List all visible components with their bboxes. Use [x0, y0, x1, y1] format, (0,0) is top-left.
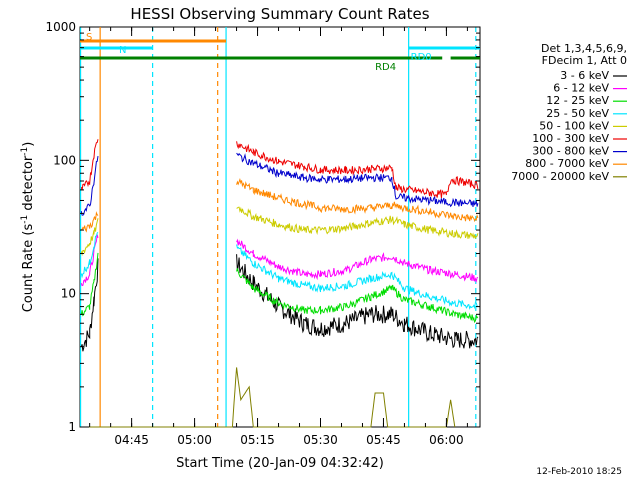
- state-bar-label: S: [86, 32, 92, 43]
- chart-title: HESSI Observing Summary Count Rates: [130, 5, 429, 23]
- y-axis-label-part: -1: [20, 147, 30, 156]
- y-axis-label-part: detector: [21, 155, 36, 215]
- footer-date: 12-Feb-2010 18:25: [536, 467, 622, 477]
- legend-label: 6 - 12 keV: [553, 82, 609, 95]
- legend-label: 12 - 25 keV: [546, 94, 609, 107]
- y-tick-label: 1: [68, 420, 76, 434]
- series-line: [81, 367, 456, 428]
- series-line: [80, 156, 99, 216]
- series-line: [236, 238, 479, 283]
- legend-label: 100 - 300 keV: [532, 132, 609, 145]
- legend: Det 1,3,4,5,6,9,FDecim 1, Att 0 3 - 6 keV…: [511, 42, 627, 183]
- y-axis-label-part: ): [21, 142, 36, 147]
- state-bar-label: N: [119, 45, 126, 56]
- plot-area: S N RD0 RD4: [79, 26, 481, 428]
- y-axis: 1 10 100 1000: [45, 20, 480, 434]
- series-line: [80, 232, 99, 279]
- series-line: [80, 139, 99, 191]
- series-line: [236, 141, 479, 199]
- x-tick-label: 05:45: [366, 433, 401, 447]
- state-bar-label: RD0: [411, 52, 432, 63]
- x-tick-label: 05:15: [240, 433, 275, 447]
- legend-label: 25 - 50 keV: [546, 107, 609, 120]
- legend-label: 3 - 6 keV: [560, 69, 609, 82]
- series-line: [236, 254, 479, 349]
- y-axis-label: Count Rate (s-1 detector-1): [20, 142, 36, 313]
- series-line: [236, 177, 479, 223]
- series-line: [80, 252, 99, 317]
- state-bar-label: RD4: [375, 62, 396, 73]
- x-axis: 04:45 05:00 05:15 05:30 05:45 06:00: [89, 27, 468, 447]
- series-line: [81, 211, 99, 233]
- x-axis-label: Start Time (20-Jan-09 04:32:42): [176, 456, 384, 471]
- x-tick-label: 06:00: [429, 433, 464, 447]
- x-tick-label: 05:30: [303, 433, 338, 447]
- legend-label: 300 - 800 keV: [532, 145, 609, 158]
- y-axis-label-part: -1: [20, 215, 30, 224]
- legend-label: 800 - 7000 keV: [525, 157, 609, 170]
- series-line: [236, 152, 479, 208]
- legend-header: Det 1,3,4,5,6,9,: [541, 42, 627, 55]
- y-axis-label-part: Count Rate (s: [21, 224, 36, 313]
- legend-header: FDecim 1, Att 0: [542, 54, 627, 67]
- series-line: [236, 206, 479, 240]
- x-tick-label: 04:45: [114, 433, 149, 447]
- x-tick-label: 05:00: [177, 433, 212, 447]
- legend-label: 50 - 100 keV: [539, 119, 609, 132]
- series-line: [236, 268, 479, 324]
- series-line: [80, 258, 99, 352]
- series-line: [236, 244, 479, 310]
- legend-label: 7000 - 20000 keV: [511, 170, 609, 183]
- y-tick-label: 100: [53, 153, 76, 167]
- series-line: [80, 218, 99, 257]
- y-tick-label: 10: [61, 287, 76, 301]
- y-tick-label: 1000: [45, 20, 76, 34]
